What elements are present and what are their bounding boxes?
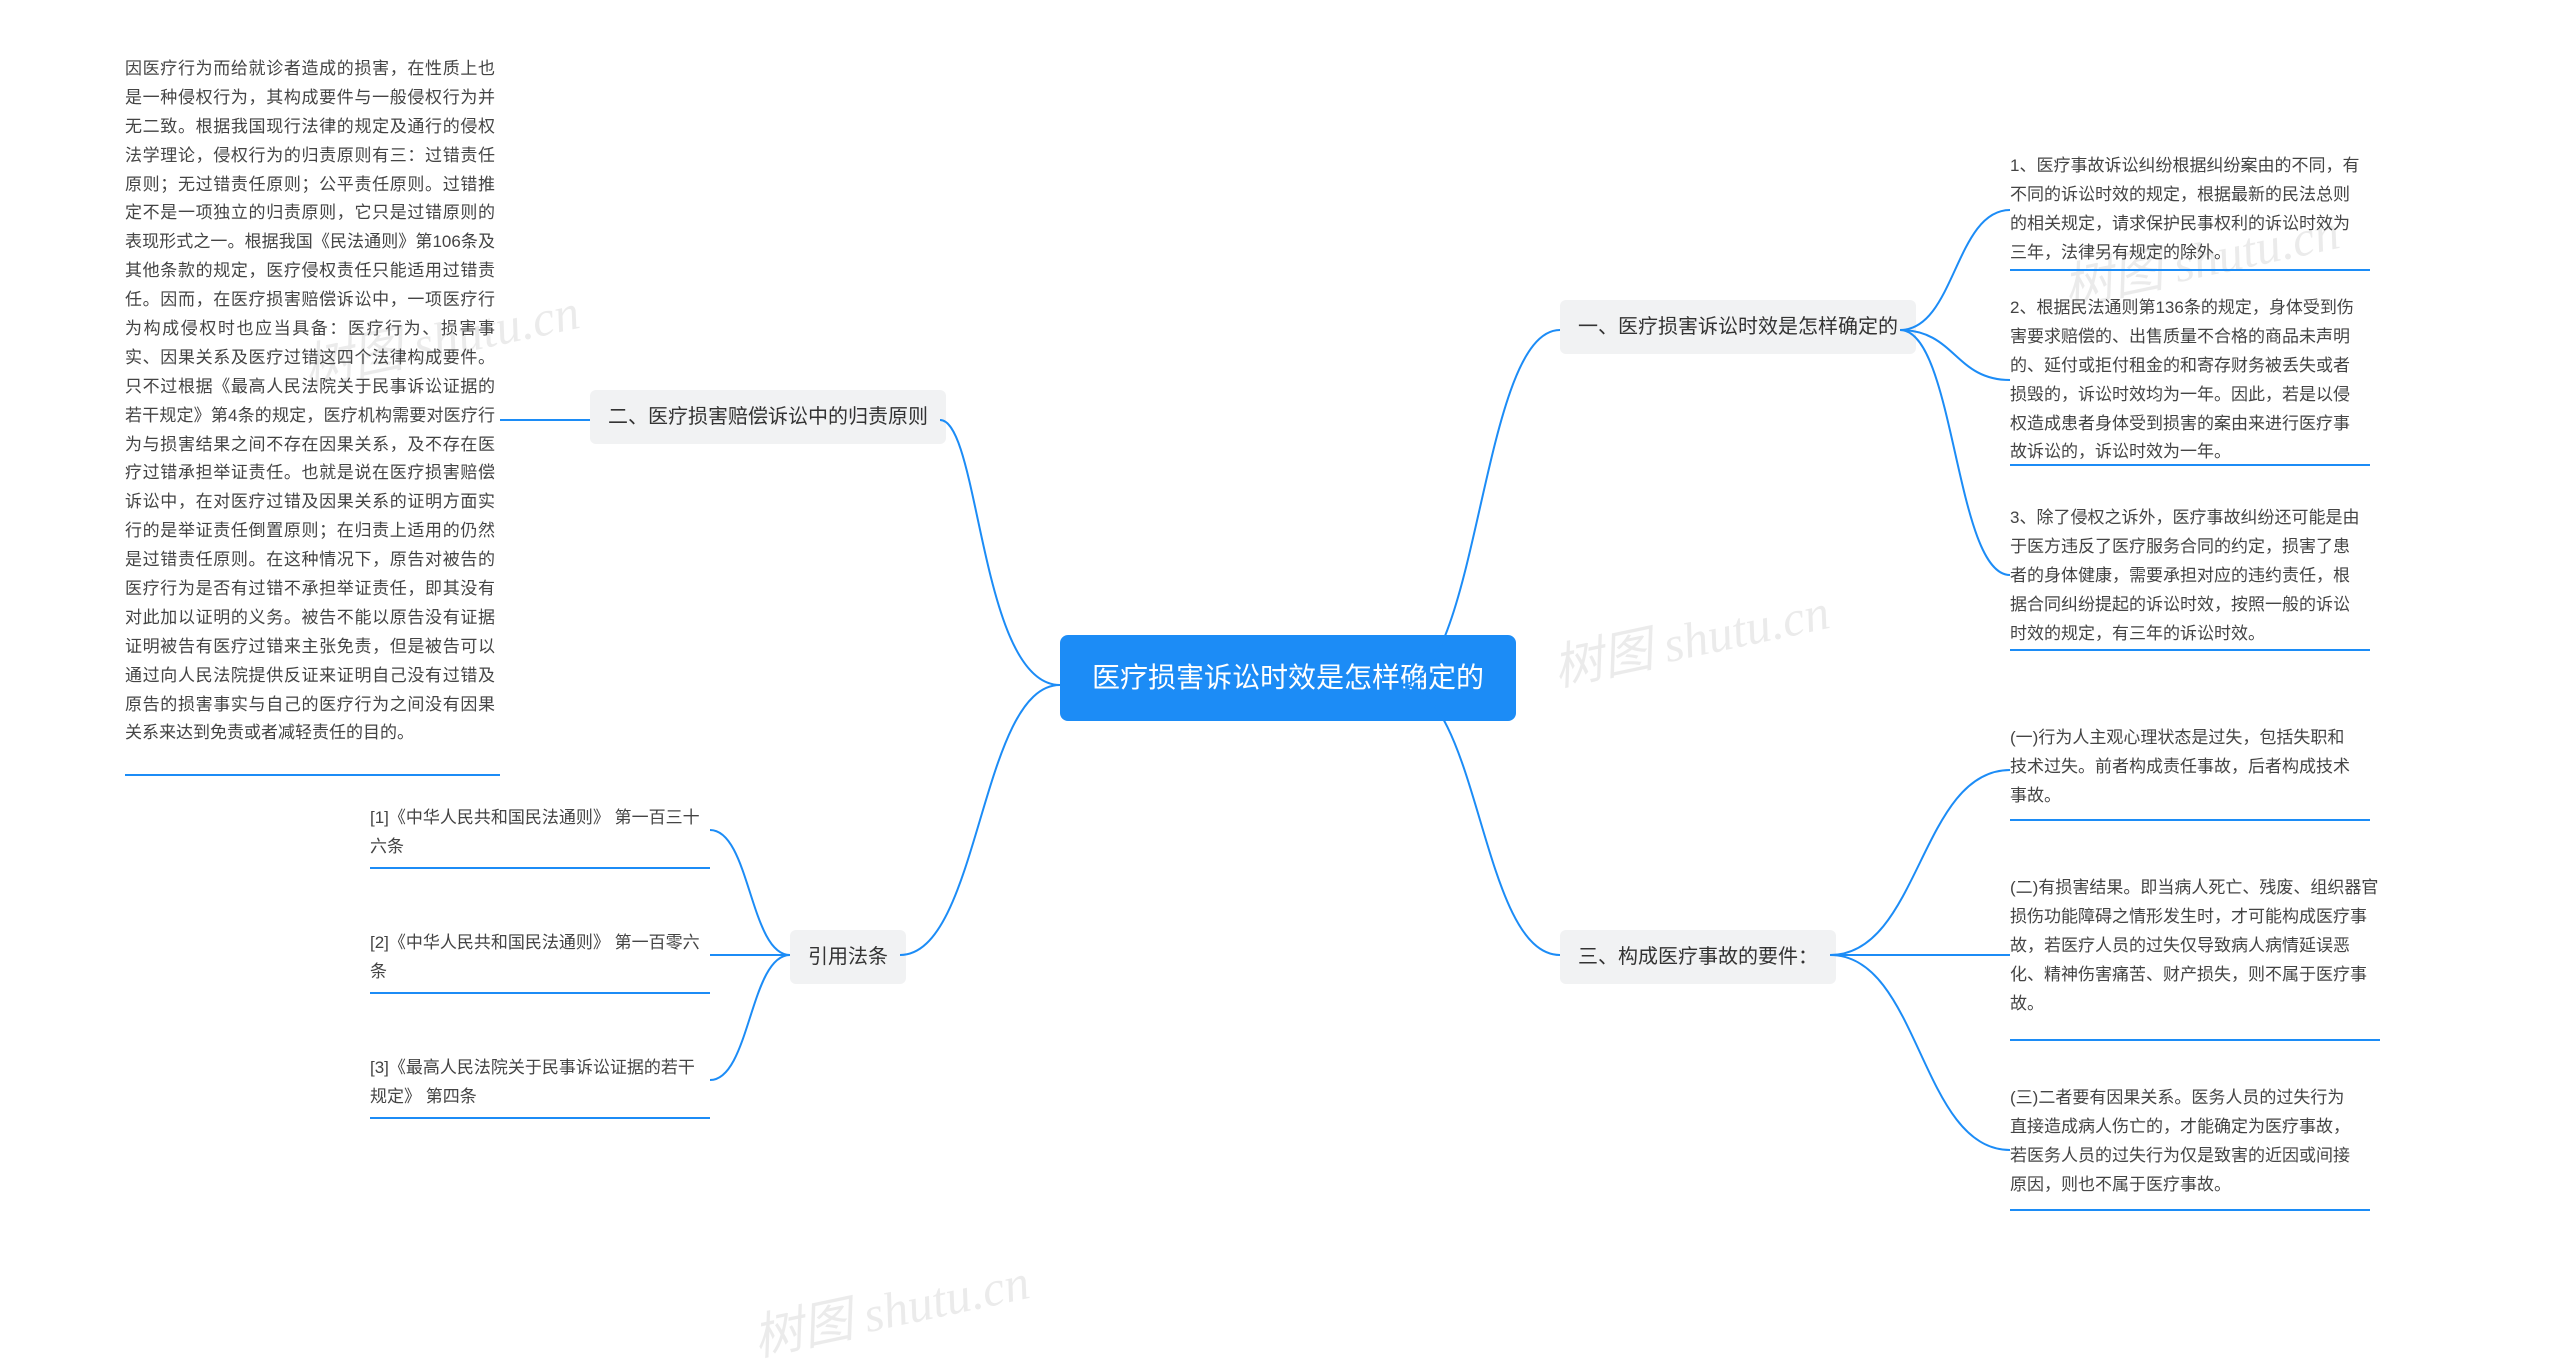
branch-left-2: 引用法条 xyxy=(790,930,906,984)
leaf-r1-3: 3、除了侵权之诉外，医疗事故纠纷还可能是由于医方违反了医疗服务合同的约定，损害了… xyxy=(2010,500,2360,652)
leaf-r1-1: 1、医疗事故诉讼纠纷根据纠纷案由的不同，有不同的诉讼时效的规定，根据最新的民法总… xyxy=(2010,148,2360,272)
leaf-l2-1: [1]《中华人民共和国民法通则》 第一百三十六条 xyxy=(370,800,710,866)
branch-label: 三、构成医疗事故的要件： xyxy=(1578,946,1818,968)
leaf-l1-long: 因医疗行为而给就诊者造成的损害，在性质上也是一种侵权行为，其构成要件与一般侵权行… xyxy=(125,55,495,748)
root-label: 医疗损害诉讼时效是怎样确定的 xyxy=(1092,662,1484,693)
branch-label: 引用法条 xyxy=(808,946,888,968)
branch-right-1: 一、医疗损害诉讼时效是怎样确定的 xyxy=(1560,300,1916,354)
watermark: 树图 shutu.cn xyxy=(746,1242,1035,1370)
branch-label: 二、医疗损害赔偿诉讼中的归责原则 xyxy=(608,406,928,428)
leaf-r2-3: (三)二者要有因果关系。医务人员的过失行为直接造成病人伤亡的，才能确定为医疗事故… xyxy=(2010,1080,2360,1204)
leaf-l2-3: [3]《最高人民法院关于民事诉讼证据的若干规定》 第四条 xyxy=(370,1050,710,1116)
leaf-r2-1: (一)行为人主观心理状态是过失，包括失职和技术过失。前者构成责任事故，后者构成技… xyxy=(2010,720,2360,815)
branch-label: 一、医疗损害诉讼时效是怎样确定的 xyxy=(1578,316,1898,338)
branch-left-1: 二、医疗损害赔偿诉讼中的归责原则 xyxy=(590,390,946,444)
leaf-r1-2: 2、根据民法通则第136条的规定，身体受到伤害要求赔偿的、出售质量不合格的商品未… xyxy=(2010,290,2360,471)
branch-right-2: 三、构成医疗事故的要件： xyxy=(1560,930,1836,984)
root-node: 医疗损害诉讼时效是怎样确定的 xyxy=(1060,635,1516,721)
watermark: 树图 shutu.cn xyxy=(1546,572,1835,701)
leaf-l2-2: [2]《中华人民共和国民法通则》 第一百零六条 xyxy=(370,925,710,991)
leaf-r2-2: (二)有损害结果。即当病人死亡、残废、组织器官损伤功能障碍之情形发生时，才可能构… xyxy=(2010,870,2380,1022)
